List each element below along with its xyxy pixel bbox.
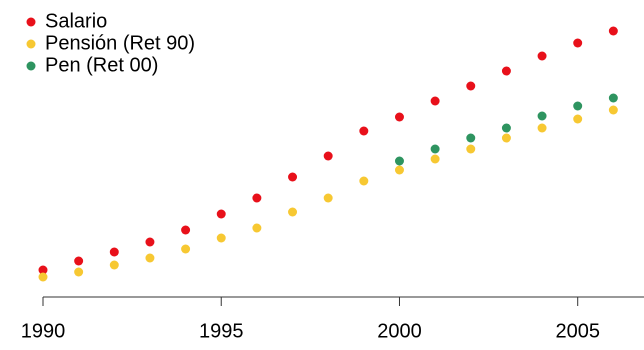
x-tick-label: 2000 <box>377 320 422 342</box>
x-tick-label: 2005 <box>555 320 600 342</box>
point <box>466 133 476 143</box>
point <box>181 225 191 235</box>
point <box>323 151 333 161</box>
point <box>394 112 404 122</box>
point <box>573 38 583 48</box>
point <box>109 260 119 270</box>
point <box>74 256 84 266</box>
point <box>537 51 547 61</box>
point <box>252 193 262 203</box>
point <box>38 265 48 275</box>
point <box>394 156 404 166</box>
point <box>145 253 155 263</box>
legend-label: Pen (Ret 00) <box>45 54 158 76</box>
point <box>608 105 618 115</box>
point <box>394 165 404 175</box>
point <box>430 144 440 154</box>
point <box>501 123 511 133</box>
point <box>608 93 618 103</box>
point <box>288 207 298 217</box>
point <box>573 114 583 124</box>
point <box>38 272 48 282</box>
legend-label: Salario <box>45 10 107 32</box>
point <box>359 126 369 136</box>
point <box>323 193 333 203</box>
point <box>288 172 298 182</box>
point <box>74 267 84 277</box>
point <box>216 209 226 219</box>
point <box>608 26 618 36</box>
point <box>466 81 476 91</box>
legend-marker <box>26 39 36 49</box>
point <box>109 247 119 257</box>
point <box>501 66 511 76</box>
point <box>501 133 511 143</box>
point <box>430 154 440 164</box>
x-tick-label: 1990 <box>21 320 66 342</box>
point <box>466 144 476 154</box>
point <box>181 244 191 254</box>
legend-marker <box>26 17 36 27</box>
point <box>537 123 547 133</box>
legend-label: Pensión (Ret 90) <box>45 32 195 54</box>
legend-marker <box>26 61 36 71</box>
point <box>145 237 155 247</box>
point <box>573 101 583 111</box>
point <box>216 233 226 243</box>
point <box>430 96 440 106</box>
point <box>252 223 262 233</box>
x-tick-label: 1995 <box>199 320 244 342</box>
point <box>359 176 369 186</box>
point <box>537 111 547 121</box>
